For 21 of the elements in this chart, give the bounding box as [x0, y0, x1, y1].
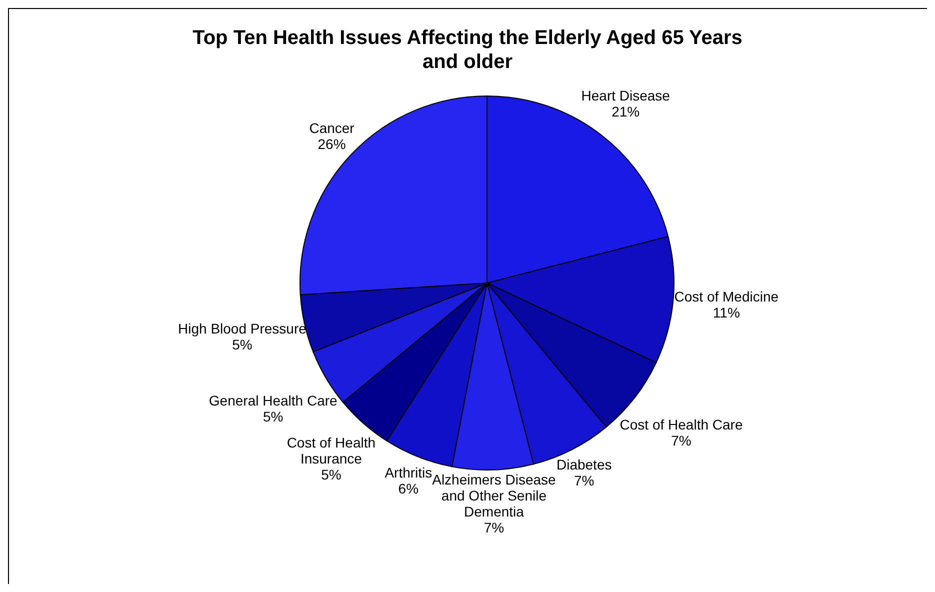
- data-label: 7%: [574, 472, 594, 489]
- data-label: 21%: [612, 103, 640, 120]
- data-label: 5%: [321, 466, 342, 483]
- data-label: 11%: [712, 304, 740, 321]
- slice-label: Cost of Health Insurance: [286, 434, 376, 467]
- slice-label: Cost of Medicine: [674, 288, 779, 305]
- slice-label: General Health Care: [208, 392, 338, 408]
- data-label: 5%: [232, 336, 252, 353]
- slice-label: Arthritis: [384, 464, 432, 480]
- data-label: 7%: [671, 432, 692, 449]
- slice-label: Alzheimers Disease and Other Senile Dementia: [432, 472, 556, 520]
- data-label: 5%: [263, 408, 284, 424]
- slice-label: Heart Disease: [581, 87, 670, 104]
- data-label: 6%: [398, 480, 419, 496]
- chart-title: Top Ten Health Issues Affecting the Elderly Aged 65 Years and older: [192, 27, 742, 73]
- slice-label: Cancer: [309, 120, 355, 136]
- slice-label: Cost of Health Care: [620, 416, 743, 433]
- data-label: 7%: [484, 520, 504, 536]
- data-label: 26%: [318, 136, 346, 152]
- slice-label: High Blood Pressure: [178, 320, 307, 337]
- slice-label: Diabetes: [556, 456, 612, 473]
